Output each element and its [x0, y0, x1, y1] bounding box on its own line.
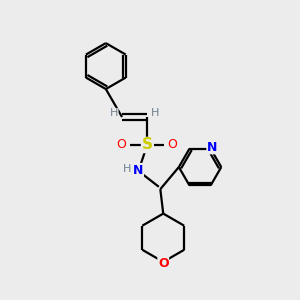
Text: H: H	[110, 109, 118, 118]
Text: H: H	[123, 164, 131, 173]
Text: H: H	[151, 109, 160, 118]
Text: O: O	[116, 139, 126, 152]
Text: N: N	[207, 141, 217, 154]
Text: S: S	[142, 137, 153, 152]
Text: O: O	[168, 139, 178, 152]
Text: N: N	[133, 164, 143, 176]
Text: O: O	[158, 257, 169, 270]
